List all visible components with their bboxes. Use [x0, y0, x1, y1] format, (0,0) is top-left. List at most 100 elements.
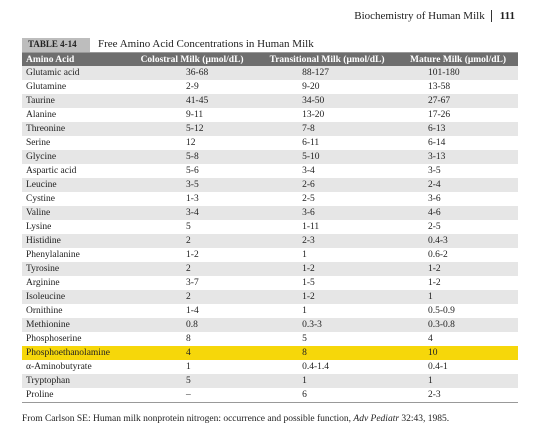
- amino-acid: Serine: [26, 138, 51, 148]
- cell-value: 3-6: [256, 206, 399, 220]
- cell-value: 5: [186, 222, 191, 232]
- cell-value: 101-180: [398, 66, 518, 80]
- table-row: Glutamine 2-9 9-20 13-58: [22, 80, 518, 94]
- amino-acid: Ornithine: [26, 306, 63, 316]
- cell-value: 5-12: [128, 122, 257, 136]
- cell-value: 10: [398, 346, 518, 360]
- cell-value: 1-5: [302, 278, 315, 288]
- table-row: Valine 3-4 3-6 4-6: [22, 206, 518, 220]
- cell-value: 2: [128, 290, 257, 304]
- amino-acid: Tryptophan: [22, 374, 129, 388]
- table-row: Aspartic acid 5-6 3-4 3-5: [22, 164, 518, 178]
- cell-value: 0.5-0.9: [428, 306, 455, 316]
- cell-value: 88-127: [256, 66, 399, 80]
- amino-acid: Leucine: [22, 178, 129, 192]
- table-row: Threonine 5-12 7-8 6-13: [22, 122, 518, 136]
- cell-value: 1-2: [398, 262, 518, 276]
- cell-value: 5: [128, 374, 257, 388]
- amino-acid: Threonine: [22, 122, 129, 136]
- amino-acid: Phosphoethanolamine: [22, 346, 129, 360]
- cell-value: 0.8: [128, 318, 257, 332]
- cell-value: 12: [186, 138, 196, 148]
- table-title: Free Amino Acid Concentrations in Human …: [98, 38, 314, 50]
- cell-value: 9-20: [302, 82, 320, 92]
- table-row: Tryptophan 5 1 1: [22, 374, 518, 388]
- table-row: Glycine 5-8 5-10 3-13: [22, 150, 518, 164]
- header-row: Amino Acid Colostral Milk (μmol/dL) Transi…: [22, 53, 518, 66]
- table-row: Alanine 9-11 13-20 17-26: [22, 108, 518, 122]
- table-row: Lysine 5 1-11 2-5: [22, 220, 518, 234]
- amino-acid: Phosphoserine: [26, 334, 82, 344]
- cell-value: 3-5: [128, 178, 257, 192]
- amino-acid: Aspartic acid: [26, 166, 77, 176]
- cell-value: 2-6: [256, 178, 399, 192]
- cell-value: –: [128, 388, 257, 403]
- cell-value: 6-14: [428, 138, 446, 148]
- cell-value: 5-8: [128, 150, 257, 164]
- cell-value: 3-13: [398, 150, 518, 164]
- cell-value: 13-58: [428, 82, 451, 92]
- cell-value: 17-26: [428, 110, 451, 120]
- cell-value: 0.6-2: [428, 250, 448, 260]
- cell-value: 3-5: [428, 166, 441, 176]
- running-header: Biochemistry of Human Milk 111: [354, 10, 515, 22]
- amino-acid: Isoleucine: [22, 290, 129, 304]
- amino-acid: Proline: [22, 388, 129, 403]
- cell-value: 2: [128, 234, 257, 248]
- table-row: Taurine 41-45 34-50 27-67: [22, 94, 518, 108]
- amino-acid: Glutamic acid: [22, 66, 129, 80]
- table-row: Serine 12 6-11 6-14: [22, 136, 518, 150]
- table-row: Proline –6 2-3: [22, 388, 518, 403]
- page-number: 111: [490, 10, 515, 22]
- cell-value: 0.3-3: [256, 318, 399, 332]
- cell-value: 13-20: [302, 110, 325, 120]
- cell-value: 2-3: [256, 234, 399, 248]
- amino-acid: Glycine: [22, 150, 129, 164]
- amino-acid: Valine: [22, 206, 129, 220]
- cell-value: 2-9: [186, 82, 199, 92]
- cell-value: 3-6: [428, 194, 441, 204]
- cell-value: 4: [128, 346, 257, 360]
- table-row: Cystine 1-3 2-5 3-6: [22, 192, 518, 206]
- table-label: TABLE 4-14: [22, 38, 90, 52]
- amino-acid: Histidine: [22, 234, 129, 248]
- amino-acid: Cystine: [26, 194, 56, 204]
- table-title-bar: TABLE 4-14 Free Amino Acid Concentrations…: [22, 38, 518, 53]
- cell-value: 27-67: [398, 94, 518, 108]
- table-row: Tyrosine 2 1-2 1-2: [22, 262, 518, 276]
- column-header: Amino Acid: [22, 53, 129, 66]
- amino-acid: Tyrosine: [22, 262, 129, 276]
- table-row: Phosphoserine 8 5 4: [22, 332, 518, 346]
- amino-acid: Taurine: [22, 94, 129, 108]
- cell-value: 6-13: [398, 122, 518, 136]
- footnote: From Carlson SE: Human milk nonprotein n…: [22, 414, 449, 424]
- cell-value: 2-5: [428, 222, 441, 232]
- amino-acid: Arginine: [26, 278, 60, 288]
- footnote-text: 32:43, 1985.: [399, 414, 450, 424]
- table-row: Ornithine 1-4 1 0.5-0.9: [22, 304, 518, 318]
- cell-value: 2-3: [398, 388, 518, 403]
- amino-acid: Alanine: [26, 110, 57, 120]
- cell-value: 0.4-1: [428, 362, 448, 372]
- cell-value: 3-4: [128, 206, 257, 220]
- cell-value: 1-2: [428, 278, 441, 288]
- cell-value: 6: [256, 388, 399, 403]
- column-header: Transitional Milk (μmol/dL): [256, 53, 399, 66]
- table-row: Phenylalanine 1-2 1 0.6-2: [22, 248, 518, 262]
- footnote-text: From Carlson SE: Human milk nonprotein n…: [22, 414, 354, 424]
- amino-acid: Glutamine: [26, 82, 67, 92]
- cell-value: 1-2: [256, 262, 399, 276]
- journal: Adv Pediatr: [353, 414, 400, 424]
- cell-value: 1: [256, 374, 399, 388]
- cell-value: 2-5: [302, 194, 315, 204]
- cell-value: 1: [398, 290, 518, 304]
- running-title: Biochemistry of Human Milk: [354, 10, 485, 22]
- amino-acid: Phenylalanine: [26, 250, 80, 260]
- amino-acid: Lysine: [26, 222, 52, 232]
- cell-value: 41-45: [128, 94, 257, 108]
- cell-value: 34-50: [256, 94, 399, 108]
- table-row: Phosphoethanolamine 4 8 10: [22, 346, 518, 360]
- cell-value: 9-11: [186, 110, 204, 120]
- cell-value: 36-68: [128, 66, 257, 80]
- table-row: Isoleucine 2 1-2 1: [22, 290, 518, 304]
